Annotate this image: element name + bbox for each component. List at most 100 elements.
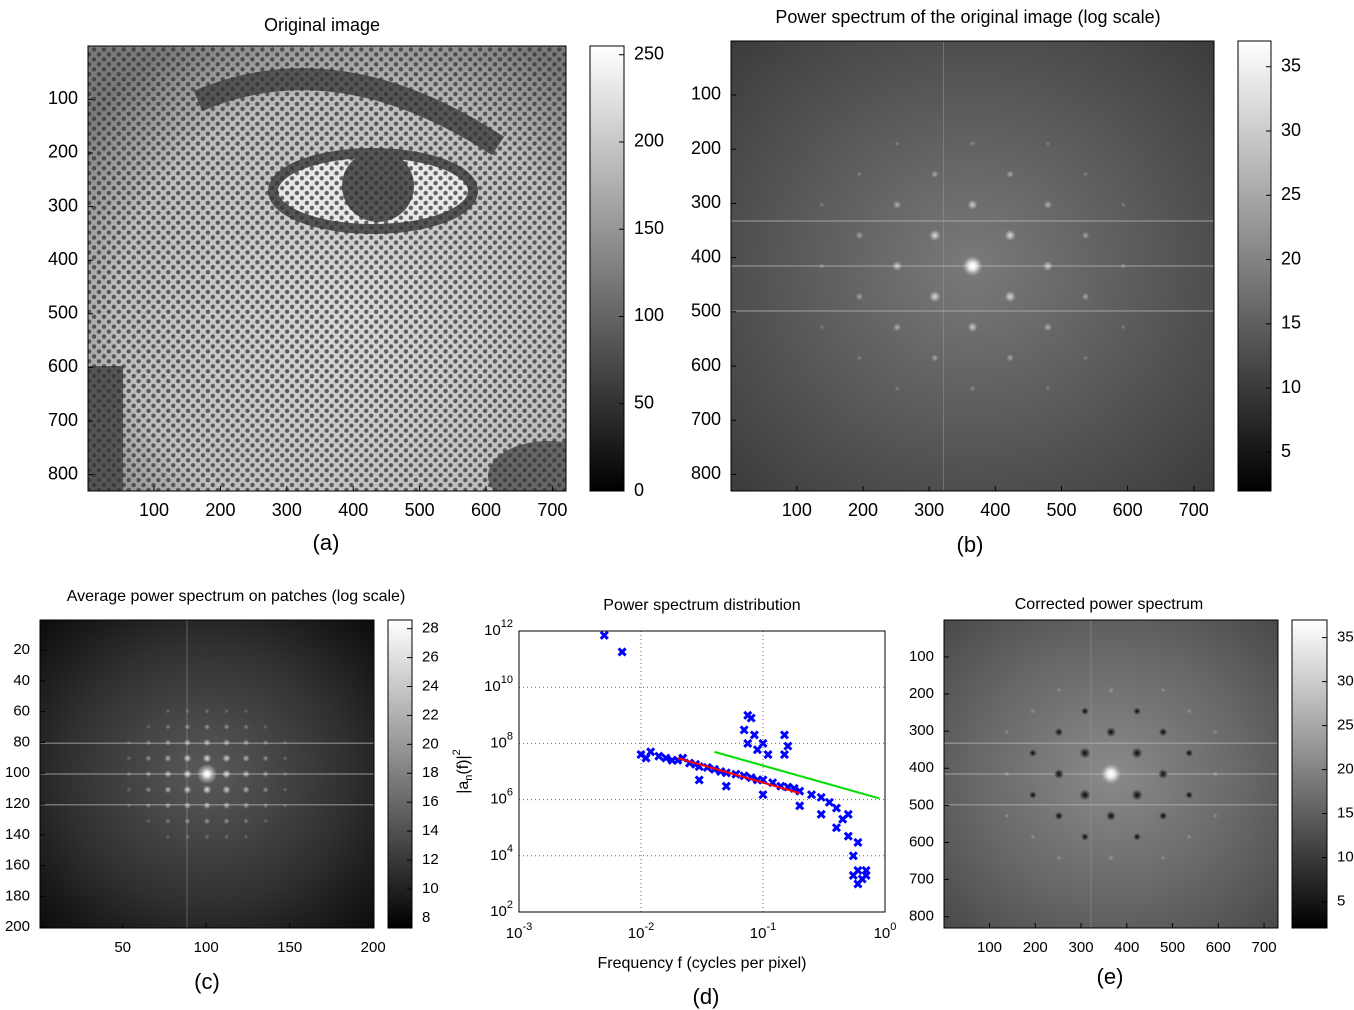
x-tick-label: 700	[537, 500, 567, 520]
spot	[1030, 708, 1036, 714]
spot	[262, 786, 269, 793]
spot	[929, 291, 941, 303]
axes-frame	[39, 619, 375, 929]
x-tick-label: 50	[114, 939, 131, 956]
point	[617, 647, 627, 657]
spot	[894, 141, 900, 147]
colorbar-label: 16	[422, 793, 439, 810]
point	[749, 730, 759, 740]
spot	[262, 770, 269, 778]
y-tick-label: 600	[691, 355, 721, 375]
spot	[1133, 707, 1141, 716]
point	[795, 801, 805, 811]
spot	[183, 769, 192, 779]
spot	[1082, 355, 1089, 361]
center-spot	[962, 256, 983, 276]
spot	[1120, 263, 1127, 269]
spot	[1120, 324, 1126, 330]
spot	[929, 229, 941, 241]
spot	[819, 202, 825, 208]
colorbar-label: 5	[1337, 893, 1345, 910]
y-tick-label: 200	[48, 142, 78, 162]
colorbar-label: 20	[1281, 248, 1301, 268]
spot	[1056, 687, 1062, 693]
tick-label: 106	[490, 787, 513, 808]
spot	[262, 755, 269, 762]
spot	[1120, 202, 1126, 208]
spot	[145, 755, 152, 762]
tick-label: 100	[874, 921, 897, 942]
y-axis-label: |an(f)|2	[451, 749, 475, 794]
spot	[184, 723, 191, 730]
tick-exponent: 8	[507, 730, 513, 742]
tick-exponent: 4	[507, 843, 513, 855]
spot	[223, 723, 230, 730]
tick-base: 10	[484, 622, 501, 639]
spot	[1212, 813, 1218, 819]
point	[779, 750, 790, 760]
spot	[1054, 727, 1064, 737]
point	[599, 630, 609, 640]
spot	[892, 261, 903, 271]
spot	[282, 787, 288, 793]
spot	[262, 739, 269, 746]
panel-title: Corrected power spectrum	[1015, 596, 1204, 613]
spot	[1056, 855, 1062, 861]
spot	[126, 755, 132, 761]
y-tick-label: 300	[48, 195, 78, 215]
colorbar	[1291, 619, 1328, 929]
spot	[243, 834, 249, 840]
spot	[892, 200, 902, 209]
spot	[856, 355, 863, 361]
spot	[145, 770, 152, 778]
image-body	[88, 46, 566, 491]
y-tick-label: 180	[5, 887, 30, 904]
spot	[856, 171, 863, 177]
spot	[203, 723, 211, 731]
spot	[1003, 771, 1010, 777]
tick-label: 10-3	[506, 921, 532, 942]
spot	[222, 801, 231, 810]
point	[721, 781, 731, 791]
tick-exponent: 10	[501, 674, 513, 686]
spot	[818, 263, 825, 269]
panel-caption: (b)	[957, 532, 984, 557]
spot	[242, 802, 250, 809]
point	[831, 803, 842, 813]
y-tick-label: 40	[13, 672, 30, 689]
point	[783, 741, 793, 751]
image	[88, 46, 566, 491]
x-tick-label: 500	[1046, 500, 1076, 520]
point	[743, 738, 753, 748]
tick-base: 10	[490, 847, 507, 864]
y-tick-label: 800	[909, 908, 934, 925]
spot	[1042, 261, 1053, 271]
point	[843, 831, 853, 841]
y-tick-label: 700	[909, 871, 934, 888]
image	[731, 41, 1214, 491]
panel-title: Power spectrum of the original image (lo…	[775, 7, 1160, 27]
y-tick-label: 200	[5, 918, 30, 935]
spot	[224, 708, 230, 714]
x-tick-label: 200	[848, 500, 878, 520]
point	[646, 747, 656, 757]
colorbar-label: 10	[1281, 377, 1301, 397]
colorbar-label: 25	[1281, 184, 1301, 204]
y-tick-label: 700	[691, 409, 721, 429]
spot	[126, 803, 132, 808]
x-tick-label: 500	[1160, 939, 1185, 956]
spot	[184, 834, 190, 840]
y-tick-label: 400	[909, 759, 934, 776]
colorbar-label: 30	[1337, 673, 1354, 690]
spot	[1029, 791, 1037, 799]
y-tick-label: 400	[691, 246, 721, 266]
image-body	[40, 620, 374, 928]
spot	[855, 292, 864, 301]
y-tick-label: 400	[48, 249, 78, 269]
colorbar-label: 35	[1337, 629, 1354, 646]
y-tick-label: 80	[13, 733, 30, 750]
spot	[204, 834, 210, 840]
point	[779, 730, 790, 740]
point	[654, 751, 664, 761]
